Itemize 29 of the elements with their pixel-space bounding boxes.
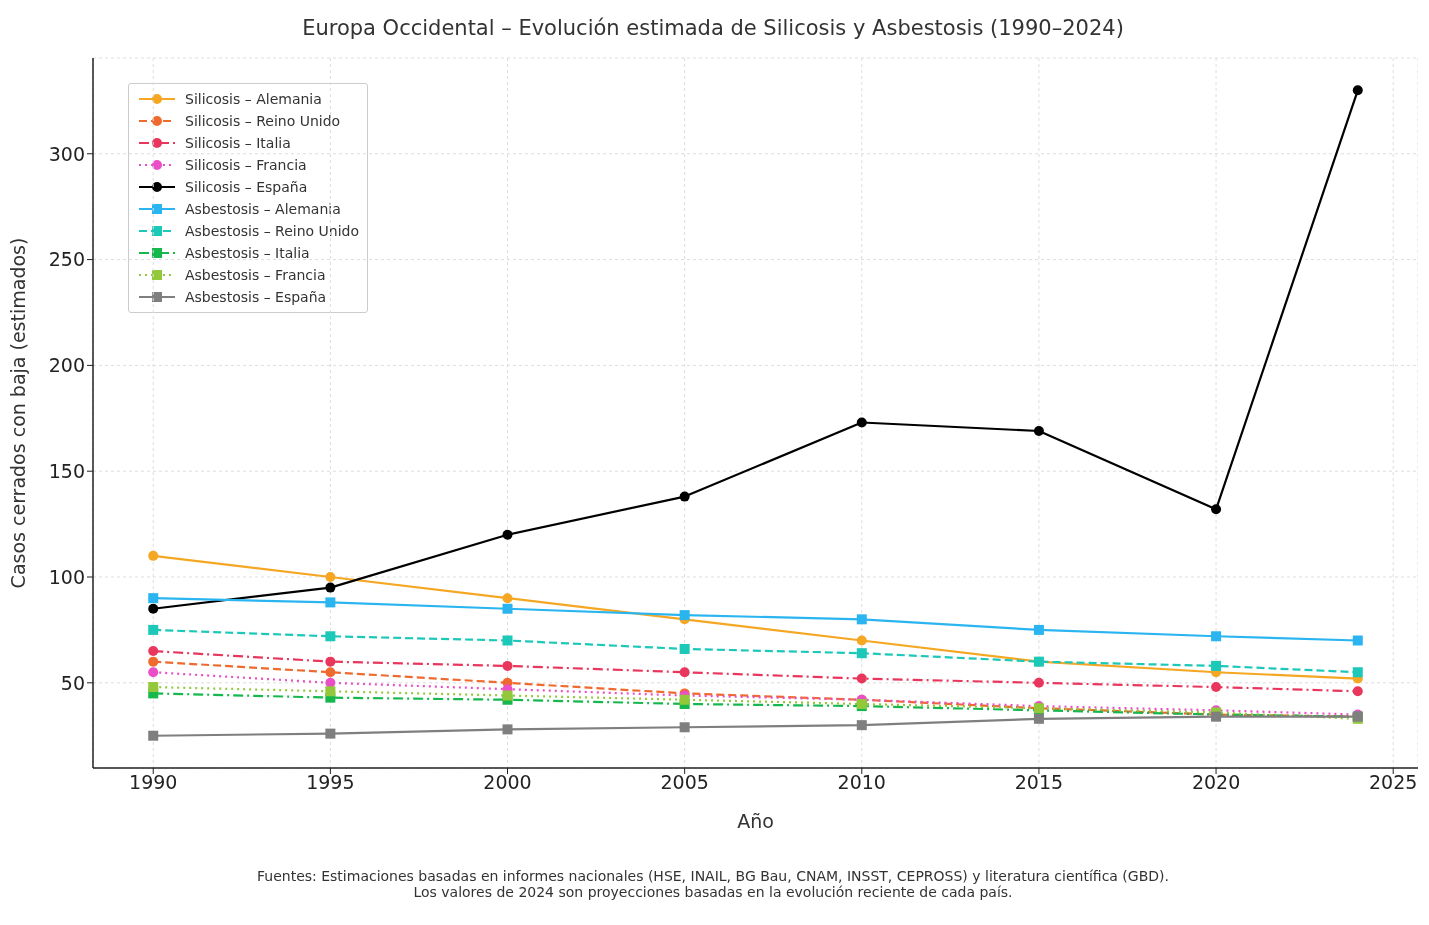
legend-label: Asbestosis – España — [185, 289, 327, 305]
x-tick-label: 2025 — [1369, 771, 1418, 794]
legend-label: Asbestosis – Francia — [185, 267, 326, 283]
x-tick-label: 1995 — [306, 771, 355, 794]
legend-label: Silicosis – Francia — [185, 157, 307, 173]
y-tick-label: 100 — [48, 565, 85, 588]
legend-label: Silicosis – España — [185, 179, 308, 195]
y-tick-label: 300 — [48, 142, 85, 165]
y-tick-label: 250 — [48, 248, 85, 271]
y-tick-label: 50 — [60, 671, 85, 694]
x-tick-label: 2000 — [483, 771, 532, 794]
legend-label: Silicosis – Italia — [185, 135, 291, 151]
x-tick-label: 1990 — [129, 771, 178, 794]
x-tick-label: 2010 — [837, 771, 886, 794]
y-tick-label: 150 — [48, 459, 85, 482]
legend-label: Asbestosis – Alemania — [185, 201, 341, 217]
x-axis-title: Año — [737, 810, 774, 832]
legend-label: Asbestosis – Italia — [185, 245, 310, 261]
x-tick-label: 2005 — [660, 771, 709, 794]
legend-label: Silicosis – Alemania — [185, 91, 322, 107]
y-axis-title: Casos cerrados con baja (estimados) — [6, 237, 29, 589]
source-note: Fuentes: Estimaciones basadas en informes nacionales (HSE, INAIL, BG Bau, CNAM, INSST, CEPROSS) y literatura científica (GBD). — [256, 868, 1170, 884]
x-tick-label: 2015 — [1014, 771, 1064, 794]
chart-title: Europa Occidental – Evolución estimada de Silicosis y Asbestosis (1990–2024) — [301, 15, 1125, 42]
legend-label: Silicosis – Reino Unido — [185, 113, 341, 129]
legend-label: Asbestosis – Reino Unido — [185, 223, 360, 239]
text: Los valores de 2024 son proyecciones basadas en la evolución reciente de cada país. — [412, 884, 1014, 900]
x-tick-label: 2020 — [1191, 771, 1241, 794]
y-tick-label: 200 — [48, 354, 85, 377]
